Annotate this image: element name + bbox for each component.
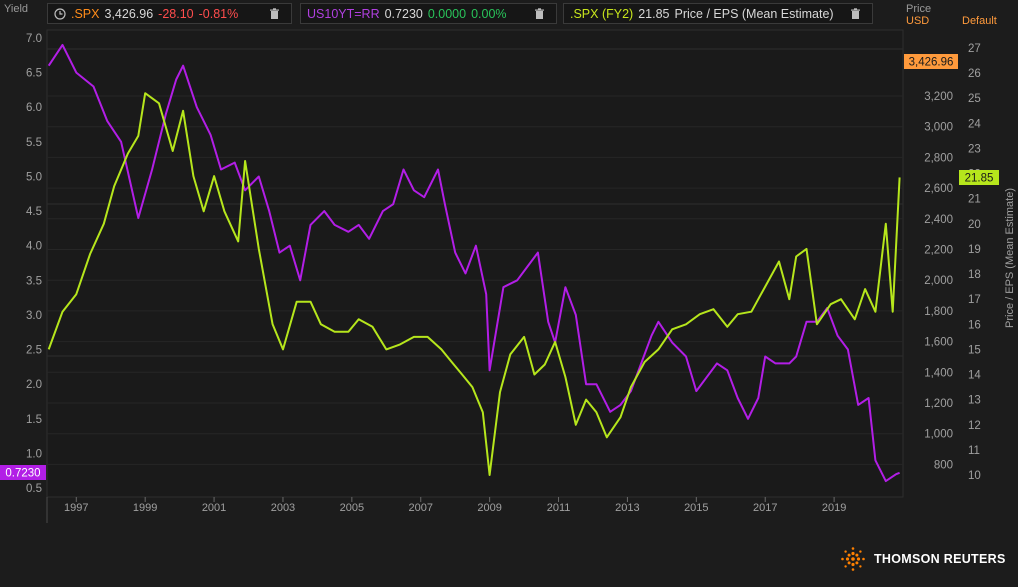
legend-spx-change: -28.10 [158, 6, 194, 21]
price-tick-label: 2,400 [924, 214, 953, 226]
price-badge-label: 3,426.96 [909, 57, 954, 69]
yield-tick-label: 4.5 [26, 206, 42, 218]
pe-tick-label: 25 [968, 93, 981, 105]
x-tick-label: 1999 [133, 502, 157, 514]
legend-fy2-symbol: .SPX (FY2) [570, 6, 634, 21]
pe-tick-label: 20 [968, 219, 981, 231]
legend-spx-symbol: .SPX [71, 6, 100, 21]
legend-fy2-value: 21.85 [638, 6, 670, 21]
pe-tick-label: 11 [968, 445, 980, 457]
yield-axis-title: Yield [4, 3, 29, 15]
yield-badge-label: 0.7230 [5, 468, 40, 480]
x-tick-label: 2007 [409, 502, 433, 514]
pe-tick-label: 10 [968, 470, 981, 482]
x-tick-label: 2001 [202, 502, 226, 514]
pe-badge: 21.85 [959, 170, 999, 185]
pe-tick-label: 15 [968, 344, 981, 356]
pe-tick-label: 27 [968, 43, 981, 55]
yield-tick-label: 3.5 [26, 275, 42, 287]
legend-spx-fy2[interactable]: .SPX (FY2) 21.85 Price / EPS (Mean Estim… [563, 3, 873, 24]
trash-icon[interactable] [269, 7, 280, 20]
pe-axis-label: Price / EPS (Mean Estimate) [1004, 188, 1016, 328]
pe-tick-label: 23 [968, 143, 981, 155]
reuters-logo-icon [841, 547, 865, 571]
price-tick-label: 2,600 [924, 183, 953, 195]
x-tick-label: 2005 [340, 502, 364, 514]
brand-name: THOMSON REUTERS [874, 552, 1006, 566]
yield-tick-label: 6.5 [26, 68, 42, 80]
pe-tick-label: 14 [968, 370, 981, 382]
price-tick-label: 3,000 [924, 122, 953, 134]
price-axis-title: Price [906, 3, 932, 15]
legend-fy2-desc: Price / EPS (Mean Estimate) [674, 6, 834, 21]
yield-tick-label: 5.0 [26, 171, 42, 183]
pe-tick-label: 17 [968, 294, 981, 306]
yield-tick-label: 0.5 [26, 483, 42, 495]
yield-tick-label: 3.0 [26, 310, 42, 322]
price-tick-label: 3,200 [924, 91, 953, 103]
x-tick-label: 2009 [477, 502, 501, 514]
yield-tick-label: 2.0 [26, 379, 42, 391]
price-tick-label: 1,400 [924, 367, 953, 379]
yield-tick-label: 1.0 [26, 448, 42, 460]
yield-tick-label: 1.5 [26, 414, 42, 426]
yield-tick-label: 4.0 [26, 241, 42, 253]
price-tick-label: 1,600 [924, 337, 953, 349]
legend-us10y-symbol: US10YT=RR [307, 6, 380, 21]
yield-tick-label: 6.0 [26, 102, 42, 114]
price-tick-label: 800 [934, 459, 953, 471]
trash-icon[interactable] [534, 7, 545, 20]
price-tick-label: 2,000 [924, 275, 953, 287]
price-badge: 3,426.96 [904, 54, 958, 69]
x-tick-label: 1997 [64, 502, 88, 514]
pe-tick-label: 21 [968, 194, 981, 206]
x-tick-label: 2013 [615, 502, 639, 514]
yield-tick-label: 5.5 [26, 137, 42, 149]
price-badge-bg [904, 54, 958, 69]
yield-badge: 0.7230 [0, 465, 46, 480]
pe-tick-label: 24 [968, 118, 981, 130]
x-tick-label: 2011 [547, 502, 571, 514]
legend-us10y-value: 0.7230 [384, 6, 423, 21]
series-layer [47, 43, 901, 483]
yield-tick-label: 7.0 [26, 33, 42, 45]
thomson-reuters-logo: THOMSON REUTERS [840, 546, 1006, 572]
legend-us10y[interactable]: US10YT=RR 0.7230 0.0000 0.00% [300, 3, 557, 24]
price-tick-label: 1,200 [924, 398, 953, 410]
legend-spx[interactable]: .SPX 3,426.96 -28.10 -0.81% [47, 3, 292, 24]
pe-tick-label: 16 [968, 319, 981, 331]
pe-axis-title: Default [962, 15, 997, 27]
pe-tick-label: 19 [968, 244, 981, 256]
pe-badge-label: 21.85 [965, 173, 994, 185]
legend-us10y-change: 0.0000 [427, 6, 467, 21]
plot-area [46, 29, 904, 498]
price-tick-label: 1,800 [924, 306, 953, 318]
pe-tick-label: 26 [968, 68, 981, 80]
axis-layer: 1997 1999 2001 2003 2005 2007 2009 2011 2013 2015… [0, 33, 1016, 523]
yield-series-line [47, 43, 900, 483]
x-tick-label: 2003 [271, 502, 295, 514]
trash-icon[interactable] [850, 7, 861, 20]
yield-badge-bg [0, 465, 46, 480]
price-tick-label: 2,800 [924, 152, 953, 164]
legend-us10y-pct: 0.00% [471, 6, 507, 21]
legend-spx-pct: -0.81% [198, 6, 239, 21]
pe-series-line [47, 92, 901, 476]
grid [46, 29, 904, 498]
pe-tick-label: 12 [968, 420, 981, 432]
price-axis-unit: USD [906, 15, 930, 27]
x-tick-label: 2017 [753, 502, 777, 514]
x-tick-label: 2019 [822, 502, 846, 514]
yield-tick-label: 2.5 [26, 345, 42, 357]
price-tick-label: 2,200 [924, 245, 953, 257]
x-tick-label: 2015 [684, 502, 708, 514]
clock-icon[interactable] [54, 7, 66, 20]
legend-spx-value: 3,426.96 [104, 6, 154, 21]
pe-tick-label: 13 [968, 395, 981, 407]
pe-tick-label: 18 [968, 269, 981, 281]
price-tick-label: 1,000 [924, 429, 953, 441]
pe-badge-bg [959, 170, 999, 185]
